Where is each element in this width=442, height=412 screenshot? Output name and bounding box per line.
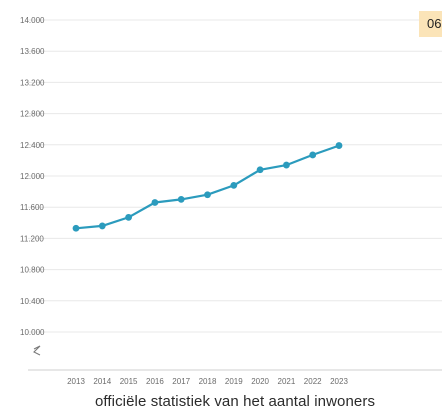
y-tick-label: 11.600: [20, 203, 44, 212]
y-tick-label: 12.000: [20, 172, 45, 181]
x-tick-label: 2022: [304, 377, 322, 386]
data-point: [177, 196, 185, 203]
data-points: [72, 142, 343, 232]
y-tick-label: 13.200: [20, 78, 45, 87]
y-tick-label: 13.600: [20, 47, 45, 56]
x-tick-label: 2020: [251, 377, 269, 386]
y-tick-label: 10.800: [20, 266, 45, 275]
axis-break-icon: [33, 345, 41, 356]
series-line: [75, 144, 340, 230]
y-tick-label: 10.400: [20, 297, 45, 306]
x-tick-label: 2015: [120, 377, 138, 386]
x-tick-label: 2019: [225, 377, 243, 386]
data-point: [151, 199, 159, 206]
x-tick-label: 2014: [93, 377, 111, 386]
data-point: [283, 161, 290, 169]
data-point: [98, 222, 106, 230]
x-tick-label: 2017: [172, 377, 190, 386]
x-axis-ticks: 2013 2014 2015 2016 2017 2018 2019 2020 2021 2022…: [67, 377, 348, 386]
data-point: [309, 151, 317, 159]
data-point: [335, 142, 343, 149]
x-tick-label: 2023: [330, 377, 348, 386]
y-tick-label: 14.000: [20, 16, 45, 25]
data-point: [256, 166, 264, 174]
grid-lines: [28, 19, 442, 333]
data-point: [125, 213, 132, 221]
y-tick-label: 11.200: [20, 234, 44, 243]
x-tick-label: 2013: [67, 377, 85, 386]
data-point: [230, 181, 238, 189]
y-tick-label: 10.000: [20, 328, 45, 337]
x-tick-label: 2021: [278, 377, 296, 386]
x-tick-label: 2016: [146, 377, 164, 386]
chart-caption: officiële statistiek van het aantal inwo…: [94, 393, 376, 410]
y-axis-ticks: 14.000 13.600 13.200 12.800 12.400 12.000 11.6…: [20, 16, 45, 337]
data-point: [72, 224, 80, 232]
x-tick-label: 2018: [199, 377, 217, 386]
corner-badge: 06: [419, 11, 442, 37]
data-point: [204, 191, 211, 199]
y-tick-label: 12.400: [20, 141, 45, 150]
y-tick-label: 12.800: [20, 110, 45, 119]
